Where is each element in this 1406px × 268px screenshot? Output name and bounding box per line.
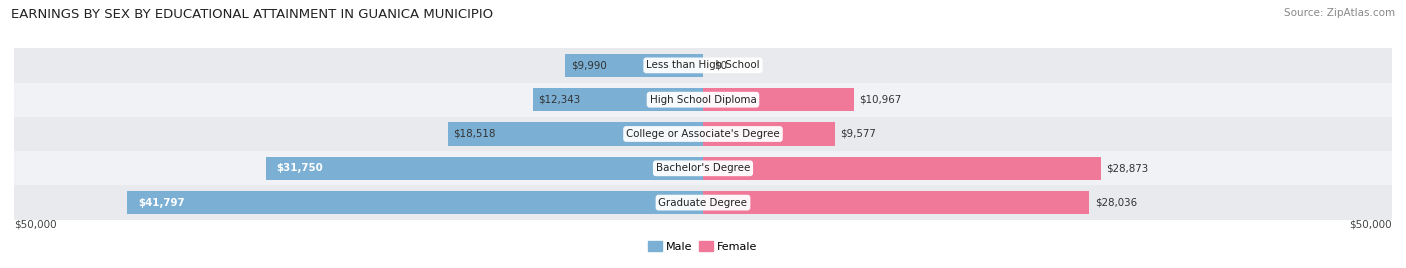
Text: EARNINGS BY SEX BY EDUCATIONAL ATTAINMENT IN GUANICA MUNICIPIO: EARNINGS BY SEX BY EDUCATIONAL ATTAINMEN… [11, 8, 494, 21]
Text: Source: ZipAtlas.com: Source: ZipAtlas.com [1284, 8, 1395, 18]
Bar [703, 191, 1090, 214]
Text: $28,036: $28,036 [1095, 198, 1137, 208]
Bar [14, 117, 1392, 151]
Legend: Male, Female: Male, Female [648, 241, 758, 252]
Text: $50,000: $50,000 [1350, 220, 1392, 230]
Bar [533, 88, 703, 111]
Text: College or Associate's Degree: College or Associate's Degree [626, 129, 780, 139]
Bar [127, 191, 703, 214]
Bar [266, 157, 703, 180]
Text: Bachelor's Degree: Bachelor's Degree [655, 163, 751, 173]
Bar [703, 157, 1101, 180]
Text: $10,967: $10,967 [859, 95, 901, 105]
Bar [449, 122, 703, 146]
Text: $18,518: $18,518 [453, 129, 496, 139]
Bar [14, 185, 1392, 220]
Text: $12,343: $12,343 [538, 95, 581, 105]
Bar [565, 54, 703, 77]
Text: $28,873: $28,873 [1107, 163, 1149, 173]
Text: $41,797: $41,797 [138, 198, 184, 208]
Bar [14, 83, 1392, 117]
Text: Graduate Degree: Graduate Degree [658, 198, 748, 208]
Text: $50,000: $50,000 [14, 220, 56, 230]
Text: $0: $0 [714, 60, 727, 70]
Bar [703, 122, 835, 146]
Text: Less than High School: Less than High School [647, 60, 759, 70]
Text: $31,750: $31,750 [277, 163, 323, 173]
Text: High School Diploma: High School Diploma [650, 95, 756, 105]
Bar [14, 48, 1392, 83]
Text: $9,990: $9,990 [571, 60, 606, 70]
Bar [703, 88, 853, 111]
Text: $9,577: $9,577 [841, 129, 876, 139]
Bar [14, 151, 1392, 185]
